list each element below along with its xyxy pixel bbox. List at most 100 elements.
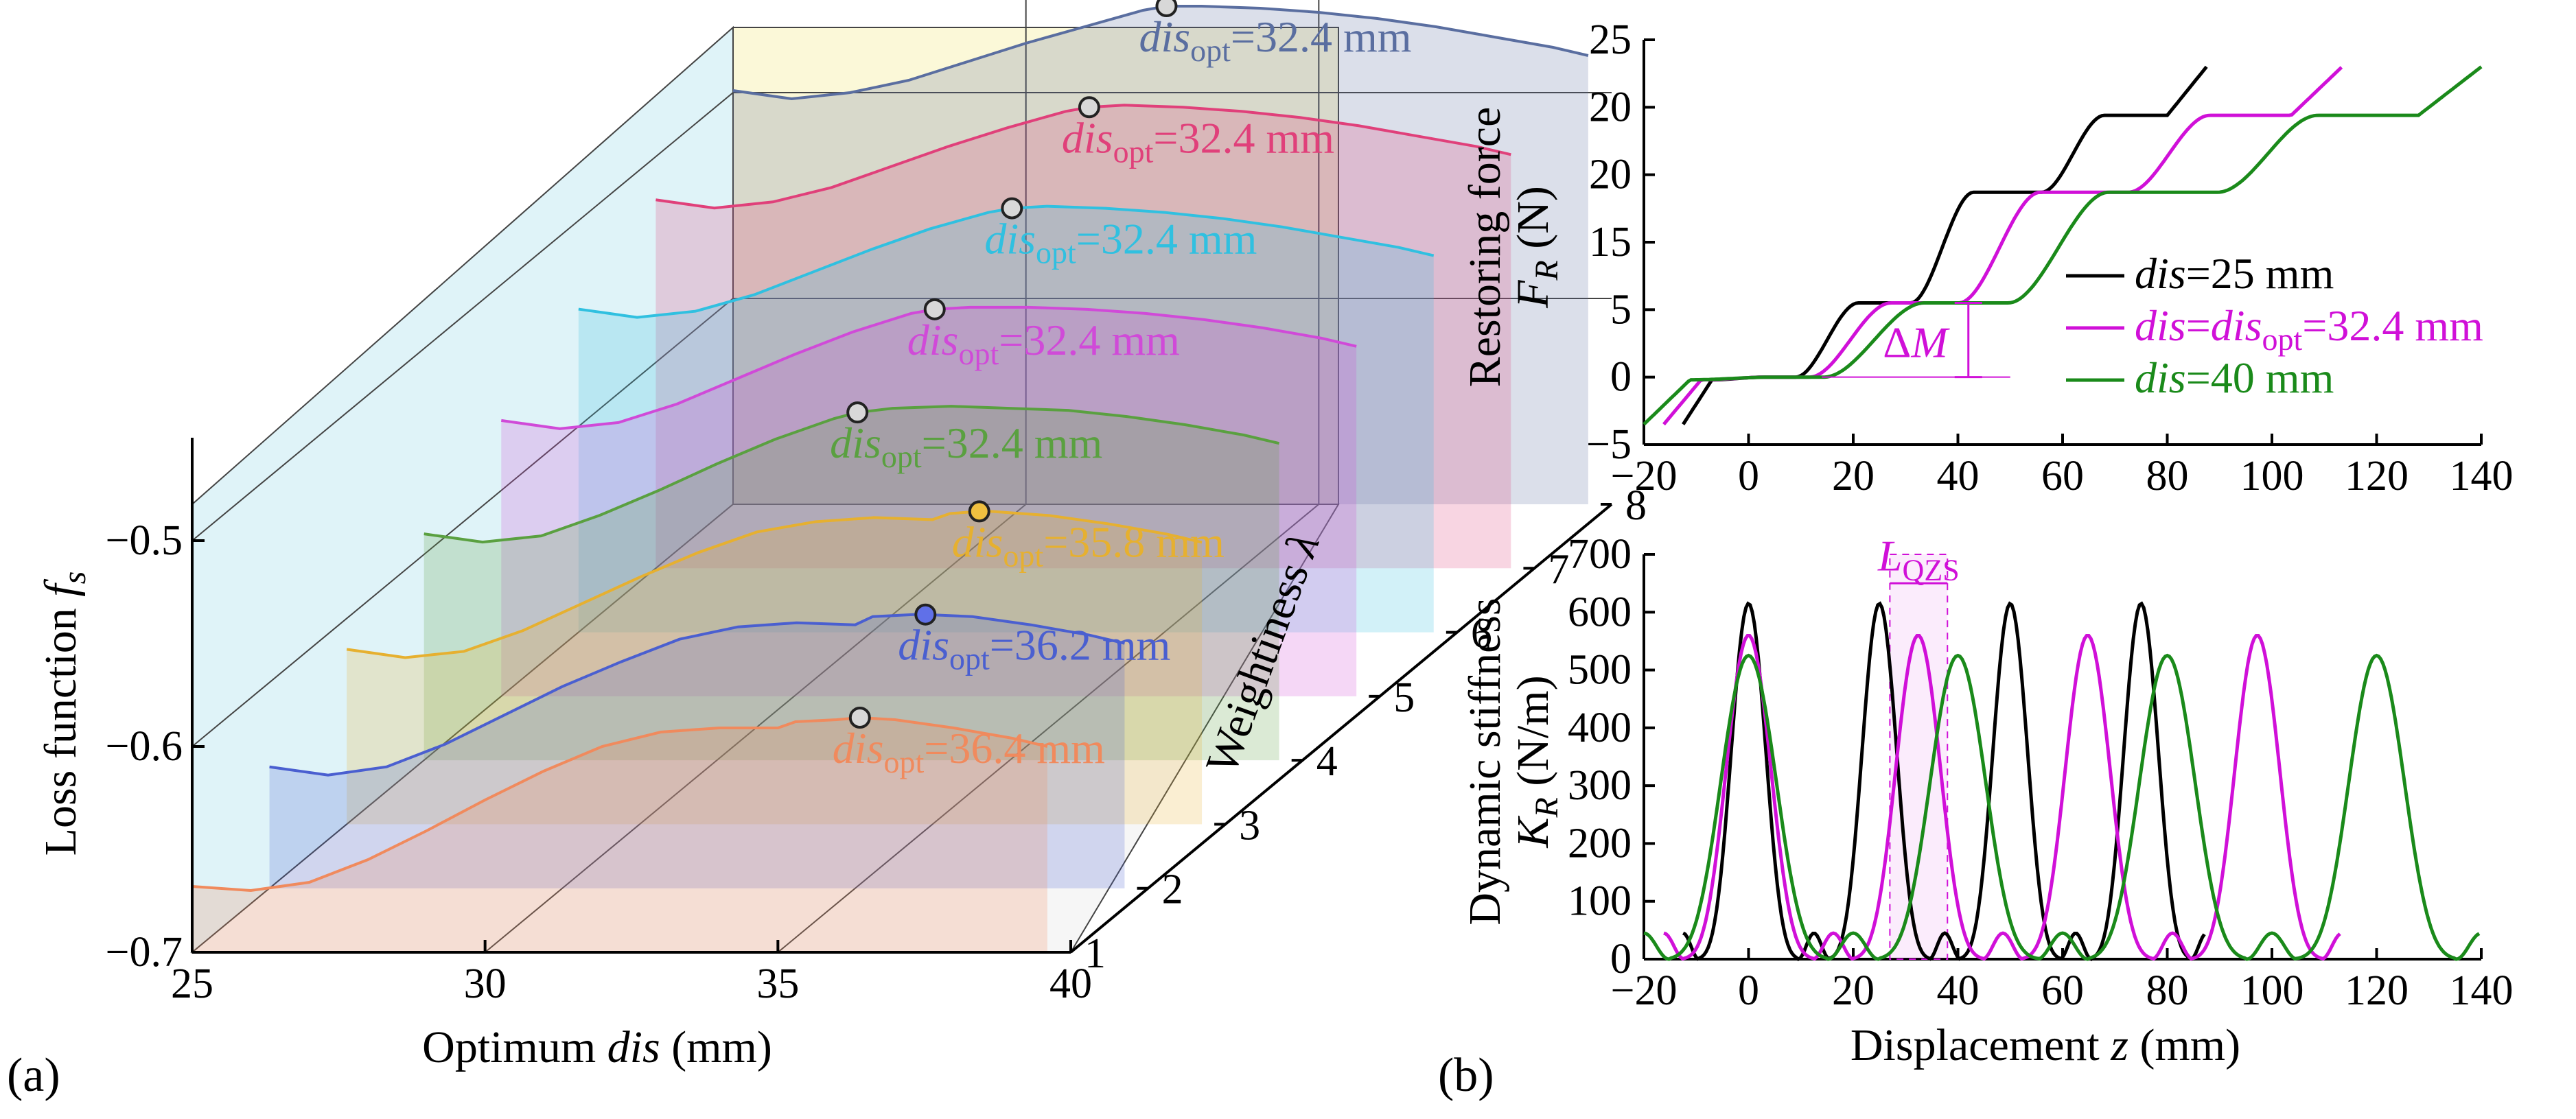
- stiffness-line: [1643, 653, 2481, 961]
- optimum-label: disopt=36.4 mm: [833, 724, 1105, 779]
- optimum-label: disopt=32.4 mm: [830, 419, 1102, 474]
- optimum-marker: [846, 401, 869, 424]
- z-tick-label: 2: [1162, 867, 1183, 913]
- x-tick-label: 80: [2146, 453, 2189, 499]
- y-axis-label-b-top-line1: Restoring force: [1460, 107, 1510, 388]
- stiffness-line: [1663, 634, 2341, 961]
- x-tick-label: 120: [2345, 967, 2409, 1014]
- y-tick-label: 200: [1568, 820, 1632, 867]
- x-axis-label-b: Displacement z (mm): [1850, 1020, 2240, 1070]
- y-tick-label: 25: [1589, 16, 1632, 63]
- z-tick-label: 8: [1625, 482, 1647, 529]
- optimum-marker: [914, 603, 937, 626]
- optimum-marker: [923, 298, 946, 320]
- optimum-label: disopt=32.4 mm: [984, 215, 1257, 270]
- force-line: [1643, 65, 2483, 426]
- optimum-marker: [968, 500, 990, 523]
- lqzs-label: LQZS: [1877, 532, 1960, 587]
- z-tick-label: 5: [1393, 674, 1415, 721]
- z-tick-label: 7: [1548, 546, 1569, 593]
- series-line-lambda-2: [269, 613, 1125, 777]
- y-tick-label: −5: [1586, 421, 1632, 468]
- y-axis-label-a: Loss function fs: [36, 572, 93, 856]
- panel-label-a: (a): [7, 1049, 60, 1102]
- x-tick-label: 25: [171, 961, 213, 1007]
- series-fill-lambda-3: [347, 511, 1203, 825]
- legend-entry: dis=25 mm: [2135, 249, 2334, 298]
- loss-function-3d-chart: disopt=32.4 mm disopt=32.4 mm disopt=32.4 …: [7, 0, 1647, 1102]
- x-tick-label: 35: [756, 961, 799, 1007]
- x-tick-label: 20: [1832, 453, 1875, 499]
- x-tick-label: 40: [1937, 967, 1980, 1014]
- delta-m-label: ΔM: [1883, 318, 1950, 367]
- y-tick-label: 20: [1589, 84, 1632, 130]
- legend-entry: dis=40 mm: [2135, 353, 2334, 402]
- z-tick-label: 1: [1084, 930, 1106, 977]
- optimum-marker: [1078, 96, 1100, 119]
- optimum-marker: [1001, 197, 1023, 220]
- y-tick-label: −0.5: [106, 517, 183, 564]
- force-line: [1682, 65, 2208, 425]
- x-tick-label: 80: [2146, 967, 2189, 1014]
- lqzs-annotation: LQZS: [1877, 532, 1960, 960]
- y-tick-label: 5: [1610, 286, 1632, 333]
- x-tick-label: −20: [1611, 453, 1678, 499]
- x-tick-label: 60: [2041, 967, 2084, 1014]
- legend-entry: dis=disopt=32.4 mm: [2135, 301, 2483, 357]
- y-axis-label-b-bottom-line1: Dynamic stiffness: [1460, 598, 1510, 925]
- y-tick-label: −0.6: [106, 723, 183, 770]
- x-tick-label: 0: [1738, 453, 1759, 499]
- axes-a: 25 30 35 40 −0.7 −0.6 −0.5 1 2 3 4 5 6 7 8: [106, 438, 1647, 1007]
- y-tick-label: −0.7: [106, 929, 183, 976]
- x-tick-label: 0: [1738, 967, 1759, 1014]
- x-axis-label-a: Optimum dis (mm): [422, 1022, 772, 1072]
- z-tick-label: 3: [1239, 802, 1260, 849]
- x-tick-label: 40: [1937, 453, 1980, 499]
- optimum-label: disopt=32.4 mm: [1139, 12, 1411, 68]
- y-tick-label: 20: [1589, 152, 1632, 198]
- x-tick-label: 20: [1832, 967, 1875, 1014]
- optimum-label: disopt=36.2 mm: [898, 621, 1170, 676]
- y-tick-label: 0: [1610, 936, 1632, 982]
- force-curves: [1643, 65, 2483, 426]
- x-tick-label: 120: [2345, 453, 2409, 499]
- z-tick-label: 4: [1316, 738, 1338, 785]
- series-fill-lambda-5: [501, 307, 1357, 696]
- y-axis-label-b-top-line2: FR (N): [1508, 186, 1565, 309]
- y-tick-label: 700: [1568, 531, 1632, 578]
- y-tick-label: 500: [1568, 647, 1632, 694]
- series-line-lambda-1: [192, 716, 1048, 893]
- x-tick-label: −20: [1611, 967, 1678, 1014]
- axes-b-top: −20 0 20 40 60 80 100 120 140 −5 0 5 15 20 20 25: [1586, 16, 2513, 499]
- y-tick-label: 0: [1610, 354, 1632, 401]
- y-tick-label: 100: [1568, 878, 1632, 925]
- y-tick-label: 600: [1568, 589, 1632, 635]
- optimum-label: disopt=32.4 mm: [1062, 113, 1334, 169]
- series-curves: disopt=32.4 mm disopt=32.4 mm disopt=32.4 …: [192, 0, 1589, 952]
- optimum-label: disopt=32.4 mm: [907, 316, 1180, 371]
- x-tick-label: 140: [2450, 967, 2514, 1014]
- series-fill-lambda-8: [733, 6, 1588, 504]
- x-tick-label: 100: [2240, 967, 2304, 1014]
- x-tick-label: 140: [2450, 453, 2514, 499]
- y-axis-label-b-bottom-line2: KR (N/m): [1508, 675, 1565, 848]
- z-tick-label: 6: [1471, 611, 1492, 657]
- delta-m-annotation: ΔM: [1822, 302, 2010, 379]
- y-tick-label: 400: [1568, 705, 1632, 751]
- stiffness-curves: [1643, 601, 2481, 962]
- x-tick-label: 100: [2240, 453, 2304, 499]
- optimum-marker: [848, 707, 871, 729]
- x-tick-label: 30: [464, 961, 507, 1007]
- series-line-lambda-3: [346, 510, 1203, 659]
- x-tick-label: 40: [1049, 961, 1092, 1007]
- panel-label-b: (b): [1438, 1049, 1494, 1102]
- grid-lines: [192, 0, 1612, 953]
- dynamic-stiffness-chart: −20 0 20 40 60 80 100 120 1400100200300400500600…: [1438, 531, 2514, 1102]
- y-tick-label: 300: [1568, 762, 1632, 809]
- y-tick-label: 15: [1589, 219, 1632, 266]
- x-tick-label: 60: [2041, 453, 2084, 499]
- series-fill-lambda-1: [192, 718, 1047, 952]
- z-axis-line: [1069, 503, 1613, 954]
